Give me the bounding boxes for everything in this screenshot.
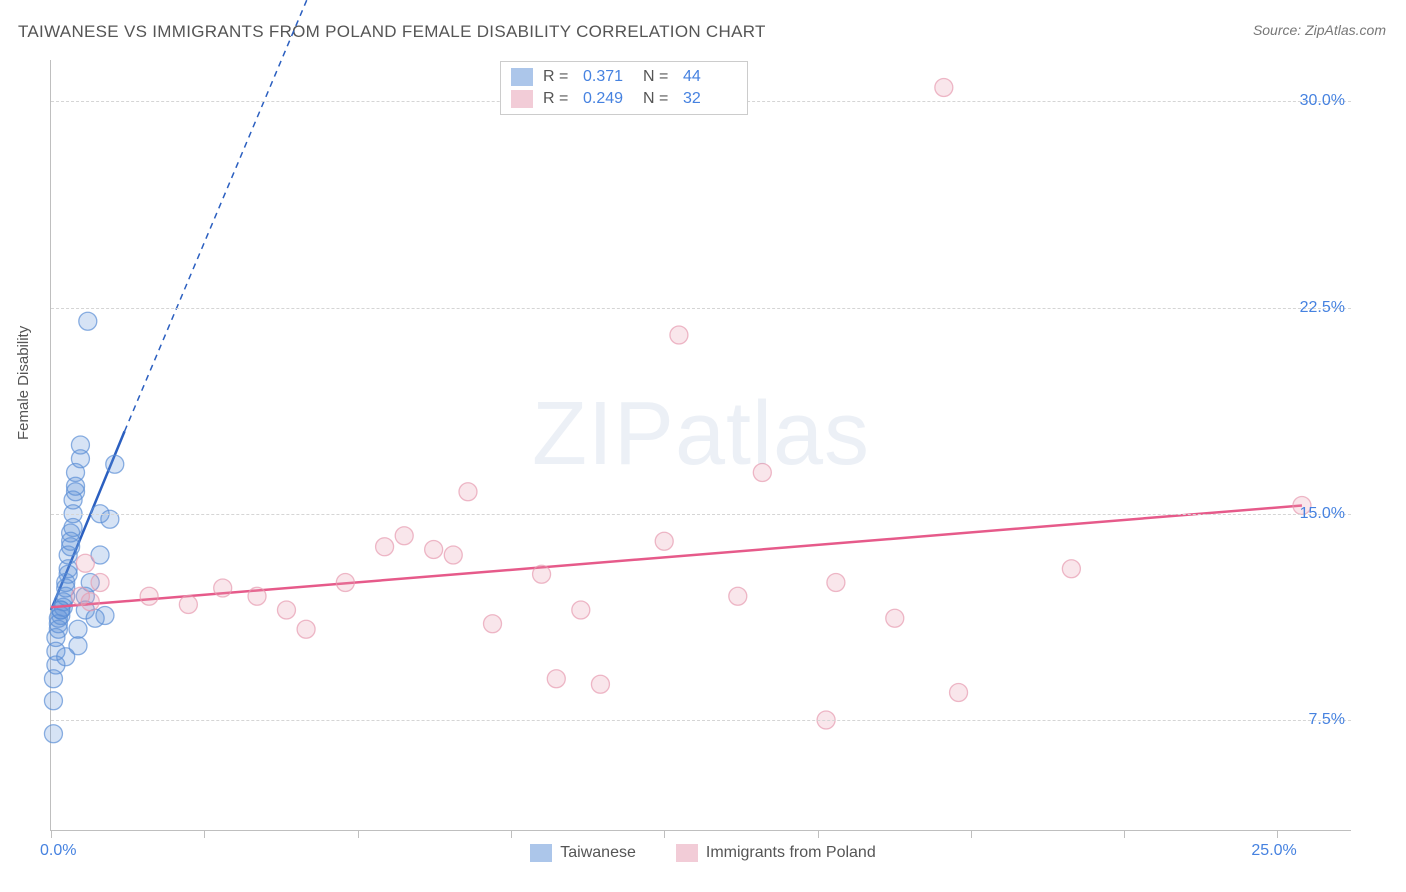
legend-label-poland: Immigrants from Poland <box>706 844 876 862</box>
n-label: N = <box>643 88 673 110</box>
y-axis-label: Female Disability <box>15 326 32 440</box>
chart-svg <box>51 60 1351 830</box>
legend-row-poland: R = 0.249 N = 32 <box>511 88 733 110</box>
legend-item-poland: Immigrants from Poland <box>676 844 876 862</box>
swatch-taiwanese <box>511 68 533 86</box>
n-value-taiwanese: 44 <box>683 66 733 88</box>
n-label: N = <box>643 66 673 88</box>
swatch-taiwanese <box>530 844 552 862</box>
legend-label-taiwanese: Taiwanese <box>560 844 636 862</box>
y-tick-label: 15.0% <box>1300 505 1345 523</box>
correlation-legend: R = 0.371 N = 44 R = 0.249 N = 32 <box>500 61 748 115</box>
swatch-poland <box>511 90 533 108</box>
source-attribution: Source: ZipAtlas.com <box>1253 22 1386 38</box>
swatch-poland <box>676 844 698 862</box>
y-tick-label: 22.5% <box>1300 299 1345 317</box>
r-label: R = <box>543 88 573 110</box>
chart-title: TAIWANESE VS IMMIGRANTS FROM POLAND FEMA… <box>18 22 766 42</box>
series-legend: Taiwanese Immigrants from Poland <box>0 844 1406 862</box>
legend-item-taiwanese: Taiwanese <box>530 844 636 862</box>
n-value-poland: 32 <box>683 88 733 110</box>
y-tick-label: 7.5% <box>1309 711 1345 729</box>
r-value-taiwanese: 0.371 <box>583 66 633 88</box>
r-label: R = <box>543 66 573 88</box>
x-tick-label-max: 25.0% <box>1251 842 1296 860</box>
chart-plot-area: ZIPatlas 7.5%15.0%22.5%30.0% <box>50 60 1351 831</box>
legend-row-taiwanese: R = 0.371 N = 44 <box>511 66 733 88</box>
r-value-poland: 0.249 <box>583 88 633 110</box>
y-tick-label: 30.0% <box>1300 92 1345 110</box>
x-tick-label-min: 0.0% <box>40 842 76 860</box>
